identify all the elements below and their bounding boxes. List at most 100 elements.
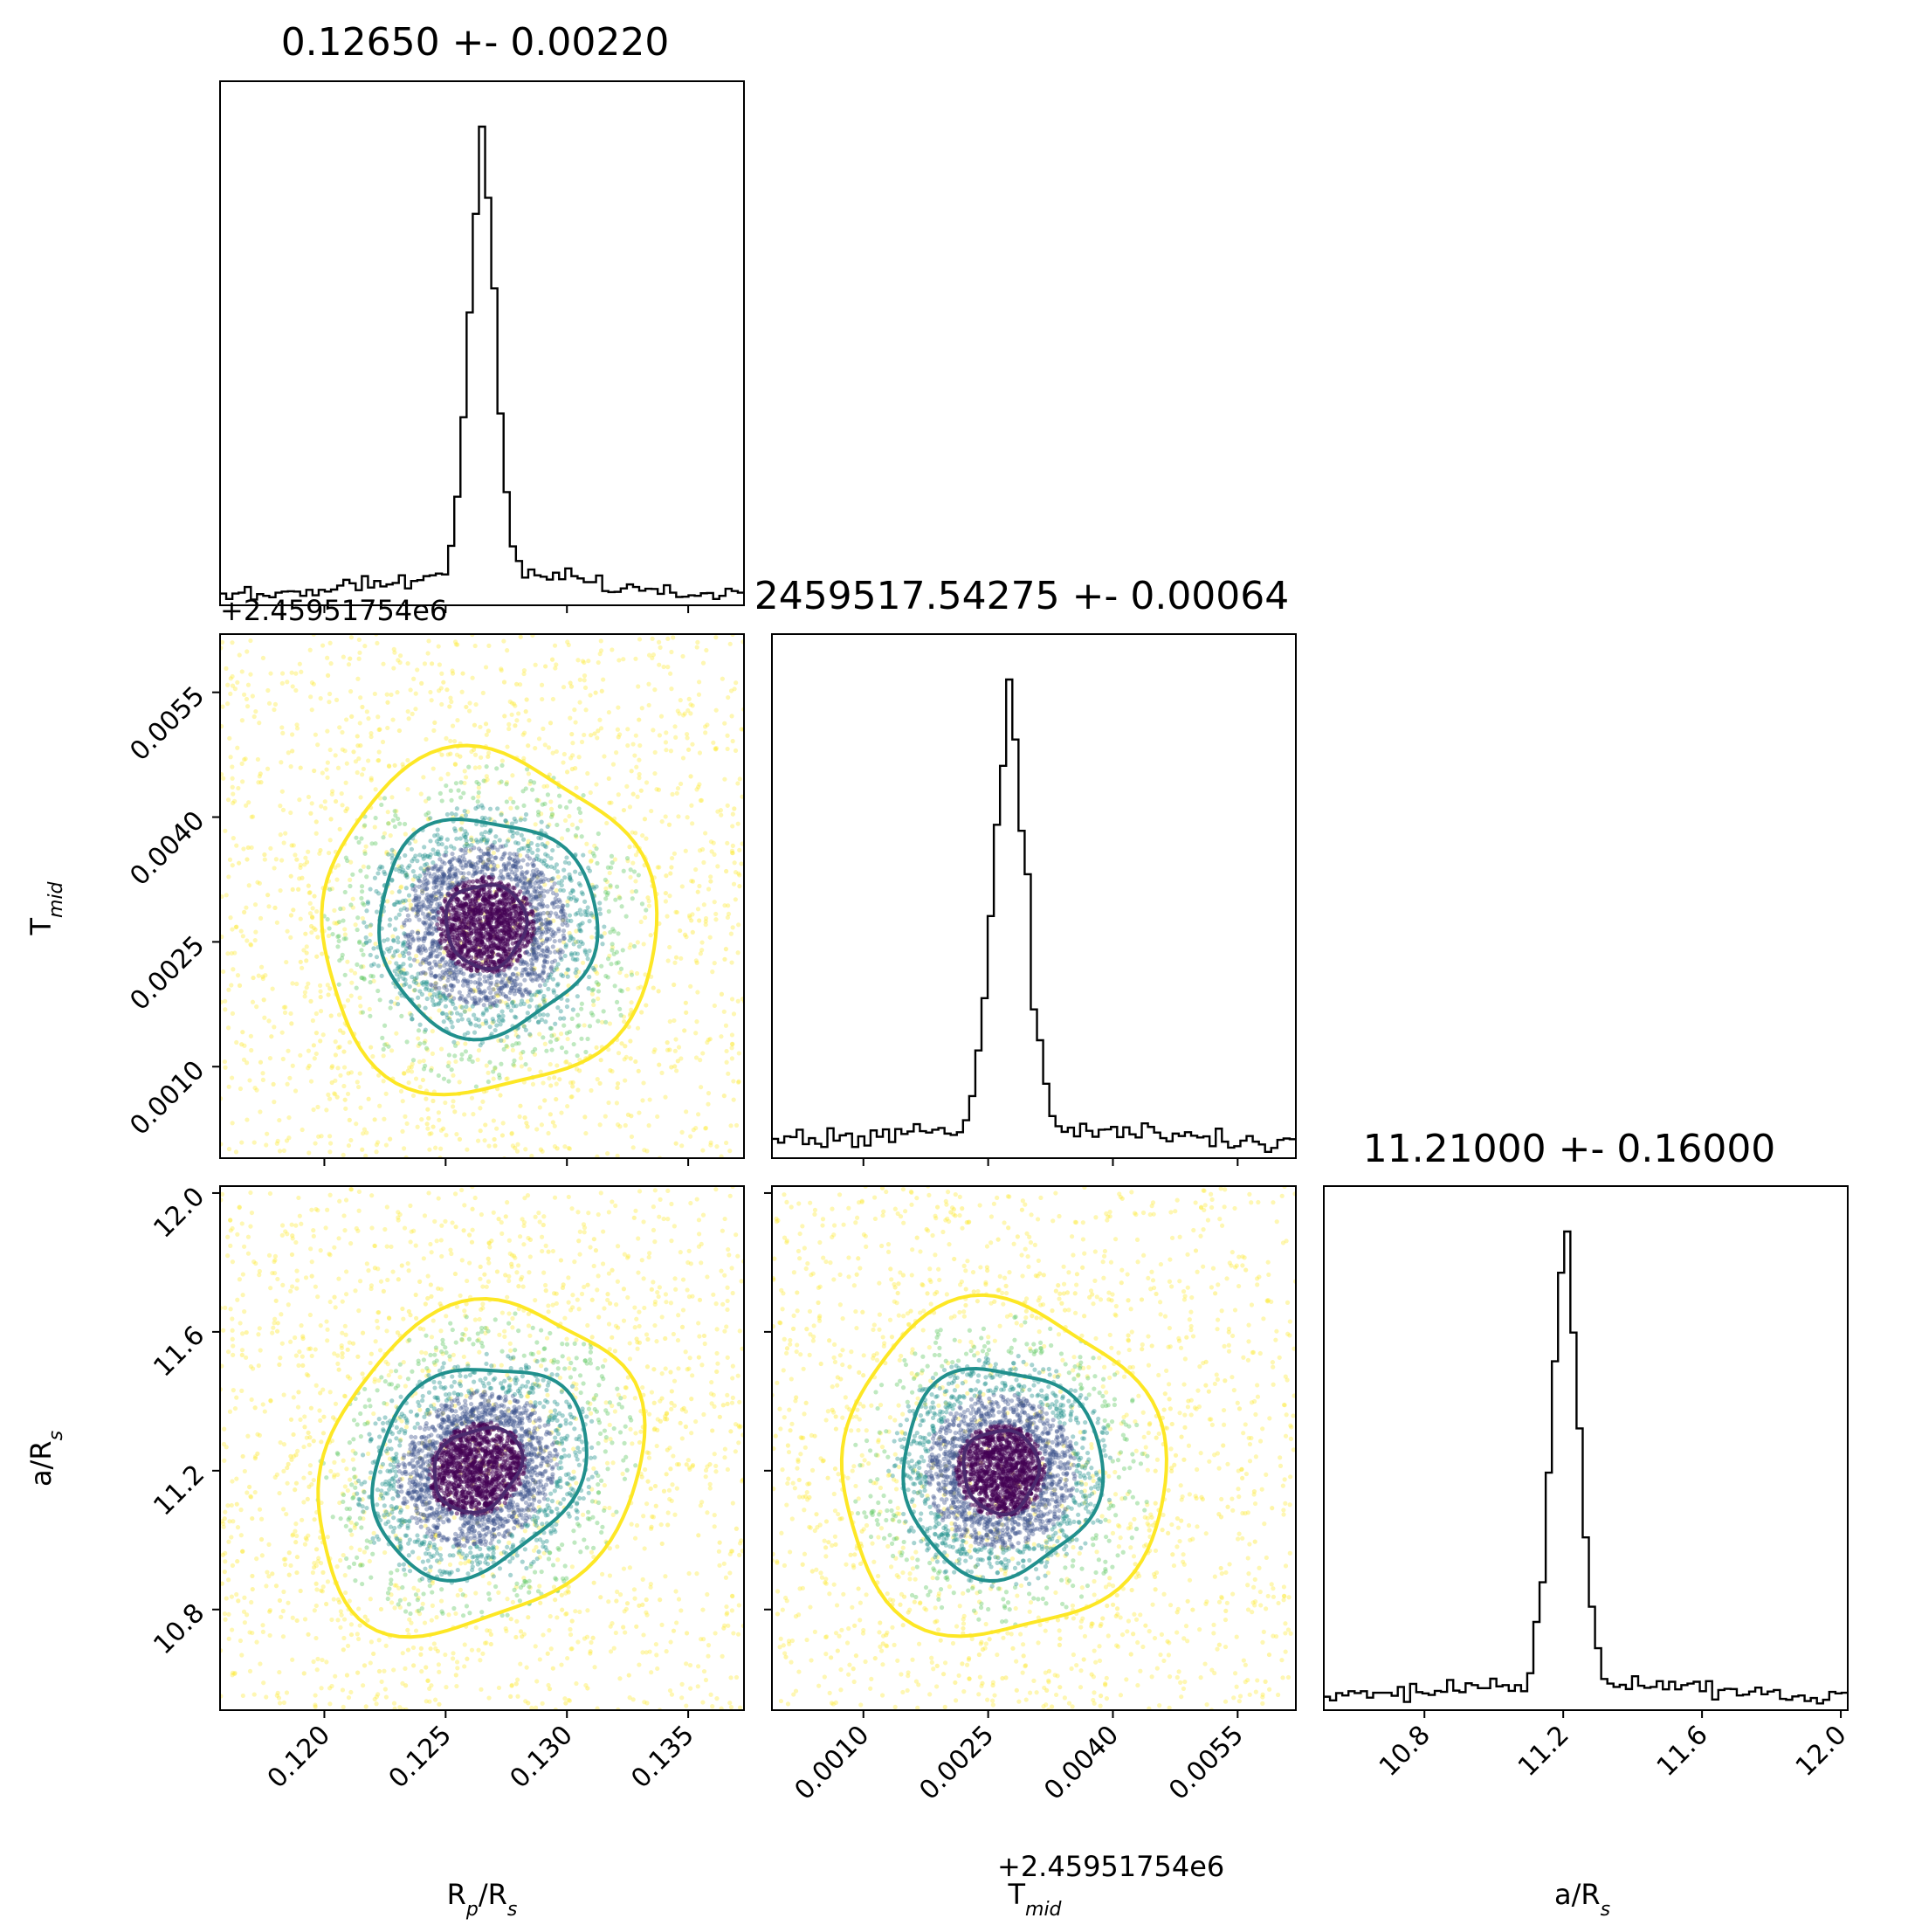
scatter-point (418, 962, 424, 967)
scatter-point (535, 1019, 541, 1025)
scatter-point (473, 838, 479, 843)
scatter-point (416, 982, 421, 988)
scatter-point (308, 998, 313, 1004)
scatter-point (546, 986, 551, 991)
scatter-point (338, 1625, 343, 1630)
scatter-point (576, 922, 582, 928)
scatter-point (615, 1085, 620, 1091)
scatter-point (366, 716, 371, 721)
scatter-point (459, 1004, 465, 1010)
scatter-point (548, 1112, 553, 1117)
scatter-point (267, 1055, 273, 1061)
scatter-point (239, 1221, 245, 1226)
scatter-point (419, 991, 424, 997)
scatter-point (569, 1016, 575, 1021)
scatter-point (361, 864, 366, 869)
scatter-point (401, 953, 407, 959)
scatter-point (391, 937, 396, 942)
scatter-point (429, 661, 435, 666)
scatter-point (474, 866, 480, 871)
scatter-point (447, 880, 452, 886)
scatter-point (534, 906, 539, 911)
scatter-point (574, 967, 579, 972)
scatter-point (447, 1562, 453, 1567)
scatter-point (728, 1675, 734, 1680)
scatter-point (672, 851, 678, 856)
scatter-point (712, 1003, 717, 1009)
scatter-point (462, 1664, 467, 1669)
scatter-point (471, 865, 477, 870)
scatter-point (525, 842, 531, 847)
scatter-point (505, 744, 510, 749)
scatter-point (304, 958, 309, 963)
scatter-point (318, 847, 323, 853)
scatter-point (497, 937, 502, 943)
scatter-point (659, 1622, 665, 1627)
scatter-point (736, 1051, 741, 1056)
scatter-point (576, 520, 581, 524)
scatter-point (577, 928, 582, 934)
scatter-point (505, 820, 510, 825)
scatter-point (431, 991, 437, 997)
scatter-point (727, 1701, 733, 1706)
scatter-point (730, 824, 735, 829)
scatter-point (520, 880, 526, 886)
scatter-point (533, 822, 538, 827)
scatter-point (437, 946, 443, 951)
scatter-point (520, 970, 525, 976)
scatter-point (514, 882, 520, 887)
scatter-point (531, 862, 536, 868)
scatter-point (510, 834, 515, 839)
scatter-point (694, 1019, 699, 1025)
scatter-point (472, 988, 478, 994)
scatter-point (558, 1009, 563, 1014)
scatter-point (598, 1058, 603, 1063)
scatter-point (697, 848, 703, 853)
scatter-point (457, 854, 462, 860)
scatter-point (385, 937, 390, 942)
scatter-point (446, 869, 451, 874)
scatter-point (505, 874, 511, 880)
scatter-point (248, 1033, 253, 1038)
scatter-point (445, 771, 451, 776)
scatter-point (480, 1021, 486, 1026)
scatter-point (410, 929, 415, 935)
scatter-point (468, 974, 473, 979)
scatter-point (438, 1598, 444, 1604)
scatter-point (529, 1153, 534, 1158)
scatter-point (437, 880, 444, 886)
scatter-point (711, 1292, 716, 1297)
scatter-point (262, 857, 267, 862)
scatter-point (226, 1025, 231, 1031)
scatter-point (735, 821, 740, 826)
scatter-point (299, 1221, 304, 1226)
scatter-point (582, 948, 588, 953)
scatter-point (466, 764, 472, 769)
scatter-point (431, 915, 437, 921)
scatter-point (327, 1134, 333, 1139)
scatter-point (482, 816, 488, 821)
scatter-point (694, 960, 699, 965)
scatter-point (657, 865, 662, 870)
scatter-point (333, 865, 338, 870)
scatter-point (311, 1659, 316, 1665)
scatter-point (606, 709, 612, 715)
scatter-point (220, 639, 225, 645)
scatter-point (458, 780, 464, 785)
scatter-point (482, 974, 487, 980)
scatter-point (526, 848, 531, 854)
scatter-point (675, 1059, 680, 1064)
scatter-point (465, 809, 471, 814)
scatter-point (610, 1069, 615, 1074)
scatter-point (693, 1031, 699, 1036)
scatter-point (372, 875, 378, 880)
scatter-point (697, 680, 702, 685)
scatter-point (518, 990, 524, 995)
scatter-point (513, 877, 519, 882)
scatter-point (615, 1122, 621, 1128)
scatter-point (737, 1328, 742, 1334)
scatter-point (509, 1131, 514, 1136)
scatter-point (374, 888, 379, 894)
scatter-point (548, 856, 554, 861)
